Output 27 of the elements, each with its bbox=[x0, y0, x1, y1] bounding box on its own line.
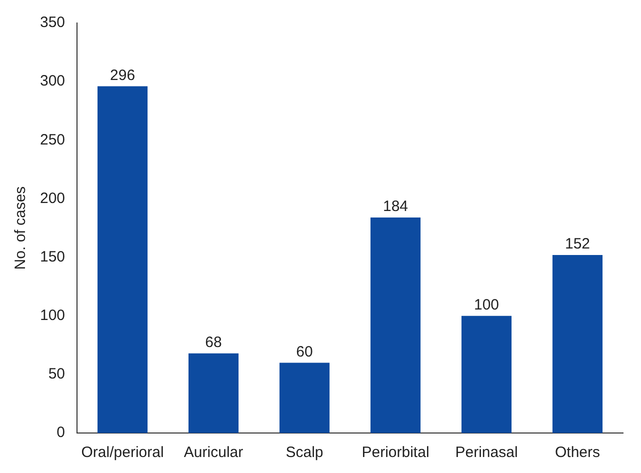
y-tick-label: 50 bbox=[48, 366, 66, 383]
x-tick-label: Auricular bbox=[184, 444, 244, 462]
x-tick-label: Oral/perioral bbox=[81, 444, 164, 462]
data-label: 60 bbox=[296, 343, 313, 360]
x-tick-label: Others bbox=[554, 444, 600, 462]
data-label: 152 bbox=[564, 236, 590, 253]
y-tick-label: 100 bbox=[40, 307, 66, 324]
y-tick-label: 200 bbox=[40, 190, 66, 207]
x-tick-label: Scalp bbox=[286, 444, 324, 462]
y-axis-title: No. of cases bbox=[12, 186, 30, 270]
bar bbox=[98, 86, 148, 433]
bar bbox=[188, 353, 239, 433]
x-tick-label: Perinasal bbox=[455, 444, 518, 462]
y-tick-label: 150 bbox=[40, 248, 66, 266]
bar bbox=[279, 362, 330, 433]
data-label: 100 bbox=[474, 296, 500, 314]
data-label: 296 bbox=[110, 66, 136, 84]
x-tick-label: Periorbital bbox=[362, 444, 430, 462]
y-tick-label: 300 bbox=[40, 72, 66, 90]
y-tick-label: 350 bbox=[40, 14, 66, 32]
y-tick-label: 0 bbox=[56, 424, 66, 442]
bar bbox=[370, 217, 421, 433]
data-label: 184 bbox=[382, 198, 408, 216]
y-tick-label: 250 bbox=[40, 131, 66, 148]
bar bbox=[461, 316, 512, 433]
bar bbox=[552, 254, 603, 433]
data-label: 68 bbox=[205, 334, 222, 351]
